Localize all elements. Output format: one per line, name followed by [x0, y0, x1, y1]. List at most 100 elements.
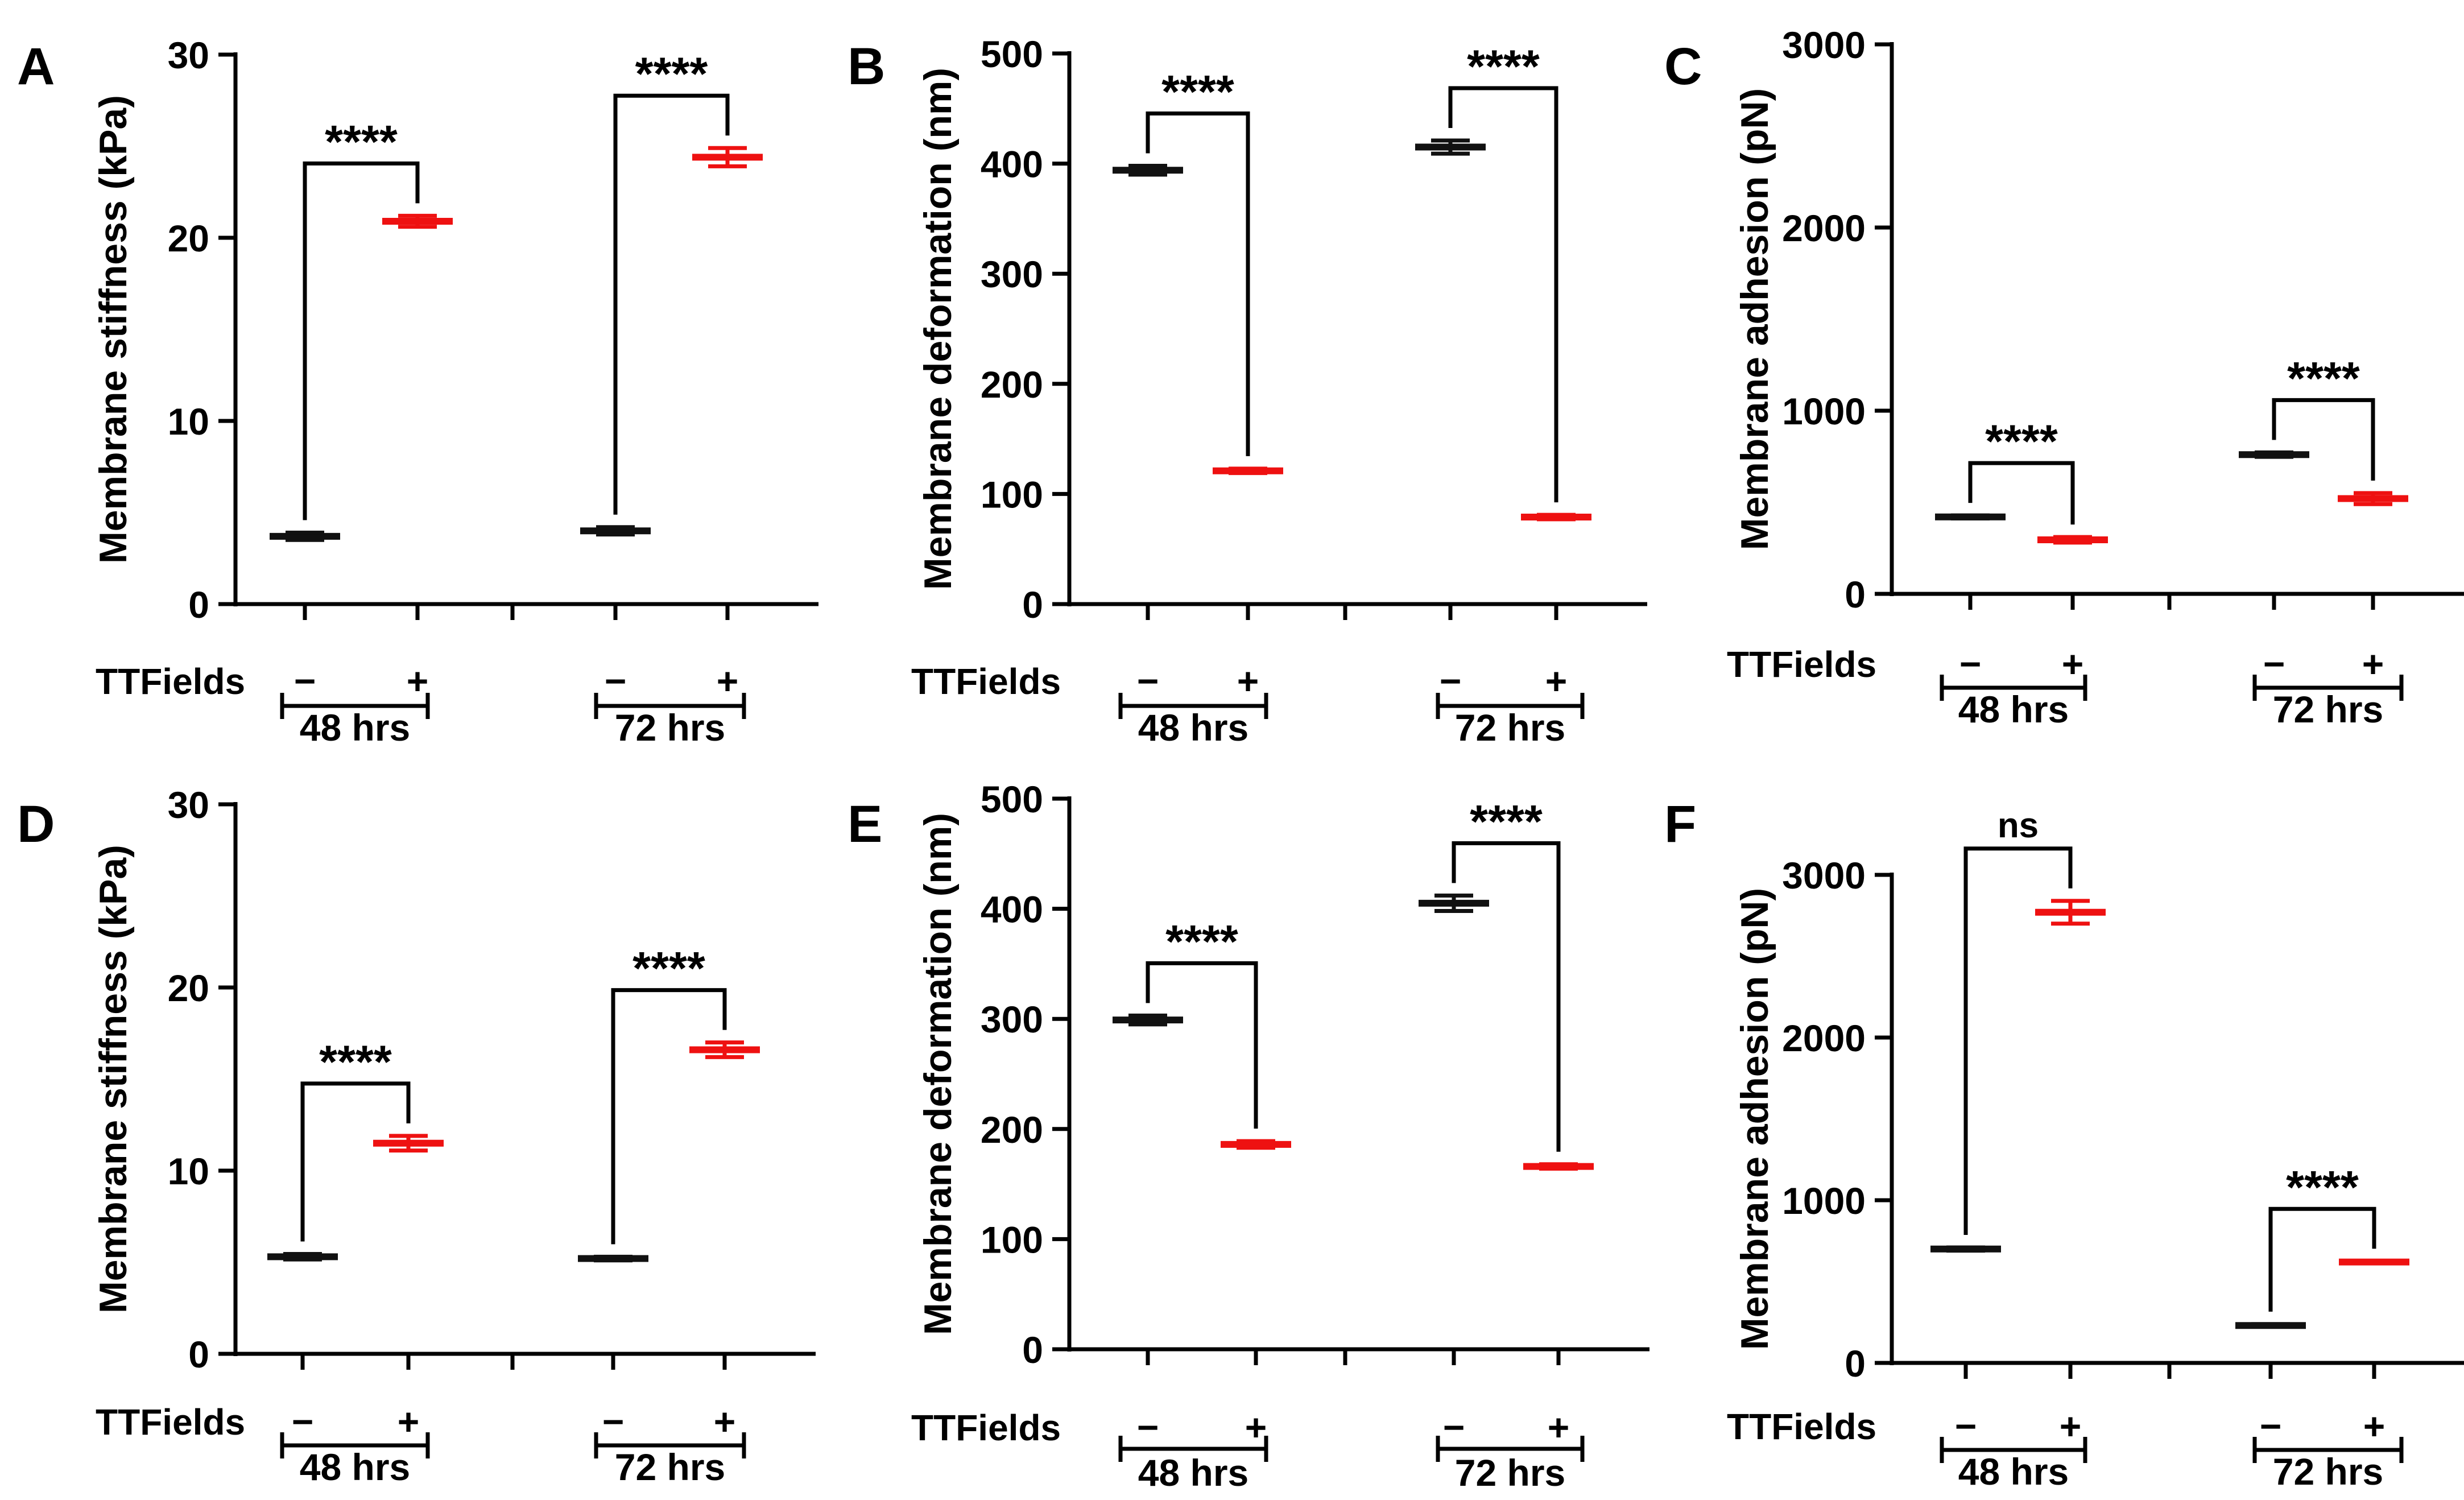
y-tick-label: 10 [168, 1150, 209, 1192]
y-axis-label: Membrane stiffness (kPa) [92, 95, 135, 564]
treatment-label: TTFields [96, 1402, 245, 1443]
y-tick-label: 200 [981, 1109, 1043, 1151]
y-tick-label: 30 [168, 34, 209, 76]
group-bracket [1940, 675, 2087, 701]
significance-label: **** [1165, 916, 1238, 968]
group-label: 72 hrs [1455, 1452, 1565, 1494]
y-tick-label: 20 [168, 217, 209, 259]
significance-label: ns [1998, 806, 2039, 845]
group-label: 48 hrs [300, 1446, 410, 1488]
plus-symbol: + [1545, 660, 1568, 702]
group-bracket [594, 1432, 746, 1458]
significance-bracket [1448, 86, 1558, 503]
significance-label: **** [2287, 353, 2360, 404]
plus-symbol: + [1548, 1406, 1570, 1448]
y-tick-label: 0 [188, 584, 209, 626]
plus-symbol: + [2062, 643, 2084, 685]
y-tick-label: 0 [1845, 1342, 1866, 1385]
group-label: 72 hrs [2273, 1451, 2383, 1493]
treatment-label: TTFields [96, 661, 245, 702]
group-bracket [1940, 1437, 2087, 1463]
group-label: 72 hrs [615, 1446, 725, 1488]
treatment-label: TTFields [911, 1407, 1061, 1448]
significance-bracket [613, 93, 730, 515]
plus-symbol: + [717, 660, 739, 702]
significance-bracket [303, 161, 420, 520]
minus-symbol: − [1443, 1406, 1465, 1448]
significance-label: **** [635, 48, 708, 100]
plus-symbol: + [1237, 660, 1259, 702]
group-label: 48 hrs [1958, 688, 2069, 730]
chart-panel-e: E 0 100 200 300 400 500 Membrane deformation (n… [847, 778, 1649, 1494]
significance-bracket [300, 1081, 411, 1242]
significance-bracket [2268, 1206, 2376, 1312]
treatment-label: TTFields [1727, 644, 1876, 685]
y-tick-label: 0 [1845, 573, 1866, 615]
plus-symbol: + [2060, 1405, 2082, 1447]
significance-bracket [1963, 846, 2073, 1235]
chart-panel-d: D 0 10 20 30 Membrane stiffness (kPa) **** ****… [17, 784, 816, 1488]
panel-letter: A [17, 38, 55, 96]
group-bracket [1118, 1436, 1268, 1462]
significance-label: **** [632, 943, 705, 995]
panel-letter: C [1664, 38, 1702, 96]
significance-label: **** [325, 116, 398, 168]
minus-symbol: − [294, 660, 316, 702]
plus-symbol: + [2363, 1405, 2386, 1447]
plus-symbol: + [407, 660, 429, 702]
group-bracket [1118, 693, 1268, 719]
minus-symbol: − [602, 1400, 625, 1443]
y-axis-label: Membrane adhesion (pN) [1733, 88, 1776, 550]
y-tick-label: 0 [1022, 584, 1043, 626]
minus-symbol: − [2260, 1405, 2282, 1447]
y-tick-label: 3000 [1782, 24, 1866, 66]
y-tick-label: 30 [168, 784, 209, 826]
y-tick-label: 100 [981, 1218, 1043, 1261]
y-tick-label: 400 [981, 143, 1043, 185]
significance-bracket [1146, 961, 1258, 1129]
y-tick-label: 1000 [1782, 1180, 1866, 1222]
y-tick-label: 3000 [1782, 854, 1866, 896]
y-tick-label: 500 [981, 33, 1043, 75]
group-label: 48 hrs [1138, 1452, 1248, 1494]
significance-label: **** [319, 1036, 392, 1088]
minus-symbol: − [1440, 660, 1462, 702]
group-label: 72 hrs [2273, 688, 2383, 730]
y-axis-label: Membrane stiffness (kPa) [92, 845, 135, 1313]
significance-label: **** [2286, 1162, 2359, 1213]
significance-bracket [611, 988, 727, 1245]
group-bracket [1436, 693, 1585, 719]
y-tick-label: 2000 [1782, 1017, 1866, 1059]
group-label: 72 hrs [1455, 706, 1565, 749]
panel-letter: B [847, 38, 885, 96]
significance-bracket [1968, 461, 2075, 525]
y-axis-label: Membrane deformation (nm) [916, 68, 960, 590]
group-bracket [594, 693, 746, 719]
group-bracket [280, 693, 430, 719]
minus-symbol: − [1137, 1406, 1159, 1448]
minus-symbol: − [1959, 643, 1982, 685]
significance-bracket [2272, 398, 2375, 481]
minus-symbol: − [2263, 643, 2285, 685]
y-tick-label: 500 [981, 778, 1043, 820]
significance-label: **** [1161, 66, 1234, 118]
y-tick-label: 10 [168, 400, 209, 443]
significance-label: **** [1470, 796, 1543, 848]
y-tick-label: 200 [981, 363, 1043, 406]
y-tick-label: 400 [981, 889, 1043, 931]
group-bracket [280, 1432, 430, 1458]
y-tick-label: 300 [981, 253, 1043, 295]
y-axis-label: Membrane deformation (nm) [916, 813, 960, 1335]
significance-label: **** [1467, 41, 1540, 93]
treatment-label: TTFields [1727, 1406, 1876, 1447]
y-tick-label: 100 [981, 473, 1043, 515]
group-label: 48 hrs [1138, 706, 1248, 749]
y-tick-label: 2000 [1782, 207, 1866, 249]
panel-letter: F [1664, 795, 1696, 853]
significance-bracket [1452, 841, 1561, 1152]
y-axis-label: Membrane adhesion (pN) [1733, 888, 1776, 1350]
group-label: 48 hrs [300, 706, 410, 749]
